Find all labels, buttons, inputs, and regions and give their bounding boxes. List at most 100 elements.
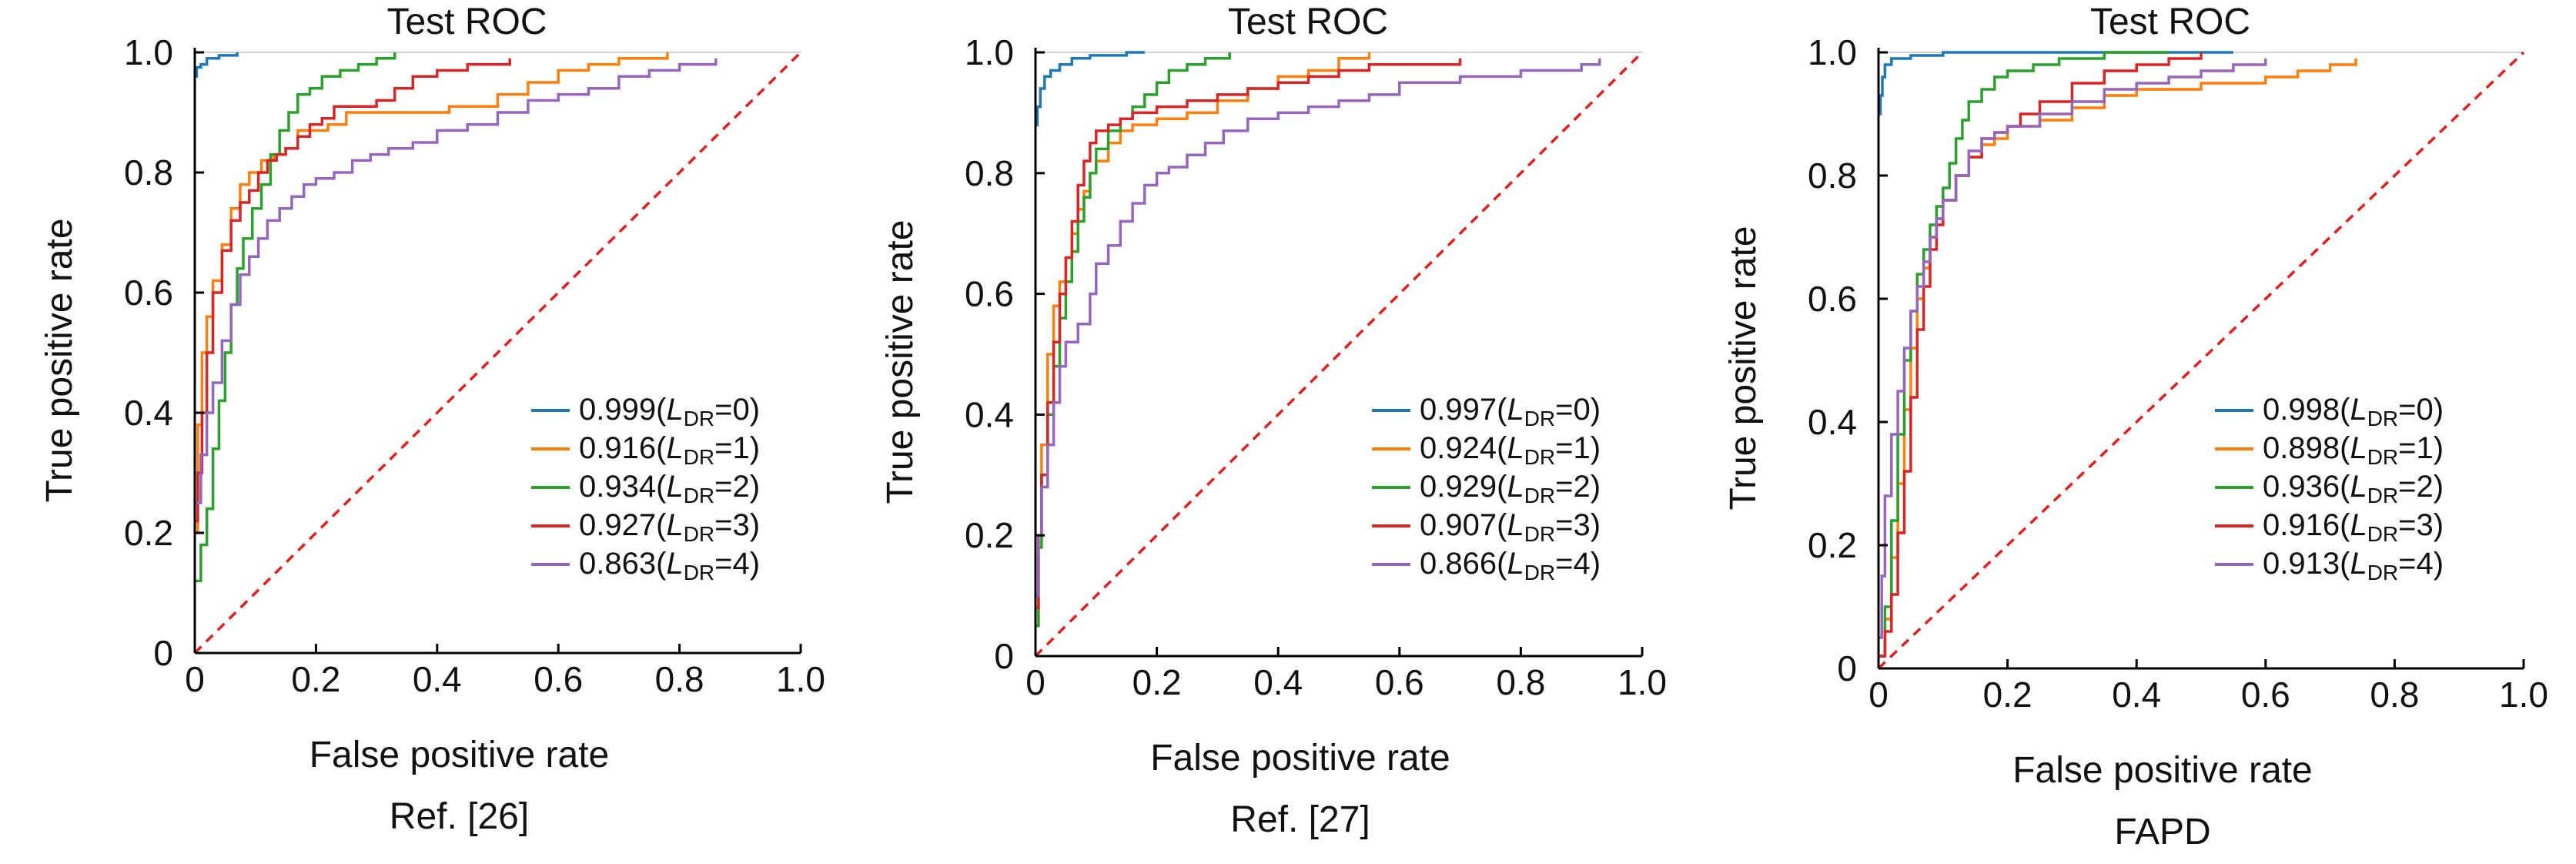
y-tick-label: 0.4: [124, 393, 173, 433]
y-tick-label: 0: [153, 633, 173, 673]
y-tick-label: 1.0: [124, 32, 173, 72]
roc-curve-ldr-4: [1878, 59, 2267, 639]
legend-auc-value: 0.927: [579, 508, 656, 542]
y-tick-label: 0.8: [1808, 156, 1857, 196]
panel-caption: Ref. [27]: [1230, 799, 1370, 840]
legend-auc-value: 0.916: [579, 431, 656, 465]
legend-auc-value: 0.929: [1420, 470, 1497, 504]
chance-diagonal-line: [1877, 51, 2525, 670]
x-tick-label: 0: [1868, 675, 1889, 715]
y-axis-title: True positive rate: [880, 219, 921, 504]
x-tick-label: 0.8: [2370, 675, 2419, 715]
x-tick-label: 0.8: [655, 659, 704, 699]
legend-ldr-value: 4: [733, 547, 750, 581]
roc-panel-2: 0 0.2 0.4 0.6 0.8 1.0 0 0.2 0.4 0.6 0.8 1.0 Test ROC…: [880, 2, 1667, 840]
roc-curve-ldr-2: [1878, 51, 2170, 658]
x-tick-label: 1.0: [2499, 675, 2548, 715]
legend-ldr-value: 3: [733, 508, 750, 542]
legend-entry-ldr-2: 0.936(LDR=2): [2263, 470, 2444, 507]
legend-auc-value: 0.907: [1420, 508, 1497, 542]
x-tick-label: 0: [185, 659, 205, 699]
legend-auc-value: 0.866: [1420, 547, 1497, 581]
legend-entry-ldr-4: 0.866(LDR=4): [1420, 547, 1601, 584]
x-tick-label: 0.6: [534, 659, 583, 699]
y-axis-title: True positive rate: [39, 218, 80, 502]
legend: 0.997(LDR=0)0.924(LDR=1)0.929(LDR=2)0.90…: [1372, 393, 1601, 584]
legend-auc-value: 0.898: [2263, 431, 2340, 465]
x-tick-label: 0.2: [291, 659, 340, 699]
legend-ldr-value: 0: [733, 393, 750, 427]
y-tick-label: 0.4: [1808, 402, 1857, 442]
x-axis-title: False positive rate: [2012, 750, 2313, 791]
legend-ldr-value: 1: [733, 431, 750, 465]
roc-curve-ldr-1: [1035, 52, 1371, 628]
legend-auc-value: 0.936: [2263, 470, 2340, 504]
y-tick-label: 0.2: [124, 513, 173, 553]
y-tick-label: 0.2: [1808, 525, 1857, 565]
legend-auc-value: 0.998: [2263, 393, 2340, 427]
y-tick-label: 0.8: [124, 152, 173, 193]
legend-auc-value: 0.999: [579, 393, 656, 427]
legend-ldr-value: 2: [2417, 470, 2434, 504]
legend-entry-ldr-2: 0.929(LDR=2): [1420, 470, 1601, 507]
legend-entry-ldr-4: 0.913(LDR=4): [2263, 547, 2444, 584]
legend-entry-ldr-3: 0.907(LDR=3): [1420, 508, 1601, 546]
y-tick-label: 0: [1837, 648, 1857, 688]
roc-panel-1: 0 0.2 0.4 0.6 0.8 1.0 0 0.2 0.4 0.6 0.8 1.0 Test ROC…: [39, 2, 825, 837]
legend-entry-ldr-1: 0.898(LDR=1): [2263, 431, 2444, 469]
chance-diagonal-line: [1034, 51, 1644, 658]
legend-ldr-value: 3: [2417, 508, 2434, 542]
legend-entry-ldr-0: 0.999(LDR=0): [579, 393, 760, 430]
legend-ldr-value: 4: [2417, 547, 2434, 581]
x-tick-label: 0: [1025, 662, 1045, 702]
roc-curve-ldr-0: [1035, 51, 1145, 126]
y-tick-label: 1.0: [965, 32, 1014, 72]
roc-curve-ldr-2: [195, 52, 396, 583]
y-tick-label: 1.0: [1808, 32, 1857, 72]
legend-ldr-value: 1: [1574, 431, 1591, 465]
x-axis-title: False positive rate: [1150, 738, 1450, 779]
y-tick-label: 0.4: [965, 394, 1014, 434]
panel-caption: Ref. [26]: [390, 796, 529, 837]
legend: 0.999(LDR=0)0.916(LDR=1)0.934(LDR=2)0.92…: [531, 393, 760, 584]
legend-auc-value: 0.863: [579, 547, 656, 581]
legend-entry-ldr-3: 0.916(LDR=3): [2263, 508, 2444, 546]
legend-ldr-value: 3: [1574, 508, 1591, 542]
y-tick-label: 0.8: [965, 153, 1014, 193]
legend-ldr-value: 0: [1574, 393, 1591, 427]
legend-ldr-value: 4: [1574, 547, 1591, 581]
legend-ldr-value: 1: [2417, 431, 2434, 465]
x-tick-label: 1.0: [1618, 662, 1667, 702]
roc-curve-ldr-4: [1035, 58, 1601, 598]
legend-entry-ldr-0: 0.997(LDR=0): [1420, 393, 1601, 430]
legend-entry-ldr-1: 0.916(LDR=1): [579, 431, 760, 469]
x-tick-label: 0.4: [413, 659, 462, 699]
roc-curve-ldr-3: [195, 58, 511, 523]
legend-auc-value: 0.997: [1420, 393, 1497, 427]
x-axis-title: False positive rate: [309, 735, 610, 775]
legend-auc-value: 0.924: [1420, 431, 1497, 465]
legend-entry-ldr-0: 0.998(LDR=0): [2263, 393, 2444, 430]
legend-ldr-value: 0: [2417, 393, 2434, 427]
x-tick-label: 0.2: [1983, 675, 2032, 715]
legend-ldr-value: 2: [1574, 470, 1591, 504]
y-tick-label: 0.6: [965, 274, 1014, 314]
roc-curve-ldr-4: [195, 58, 718, 504]
roc-panel-3: 0 0.2 0.4 0.6 0.8 1.0 0 0.2 0.4 0.6 0.8 1.0 Test ROC…: [1723, 2, 2548, 852]
y-tick-label: 0.2: [965, 515, 1014, 555]
roc-curve-ldr-2: [1035, 52, 1231, 628]
legend-auc-value: 0.934: [579, 470, 656, 504]
legend-entry-ldr-1: 0.924(LDR=1): [1420, 431, 1601, 469]
x-tick-label: 0.6: [2241, 675, 2290, 715]
legend-auc-value: 0.913: [2263, 547, 2340, 581]
y-axis-title: True positive rate: [1723, 226, 1764, 510]
x-tick-label: 0.4: [2112, 675, 2161, 715]
roc-curve-ldr-3: [1878, 52, 2203, 658]
legend-ldr-value: 2: [733, 470, 750, 504]
x-tick-label: 0.8: [1496, 662, 1545, 702]
chart-title: Test ROC: [1228, 2, 1388, 42]
chart-title: Test ROC: [386, 2, 547, 42]
chance-diagonal-line: [193, 51, 802, 655]
